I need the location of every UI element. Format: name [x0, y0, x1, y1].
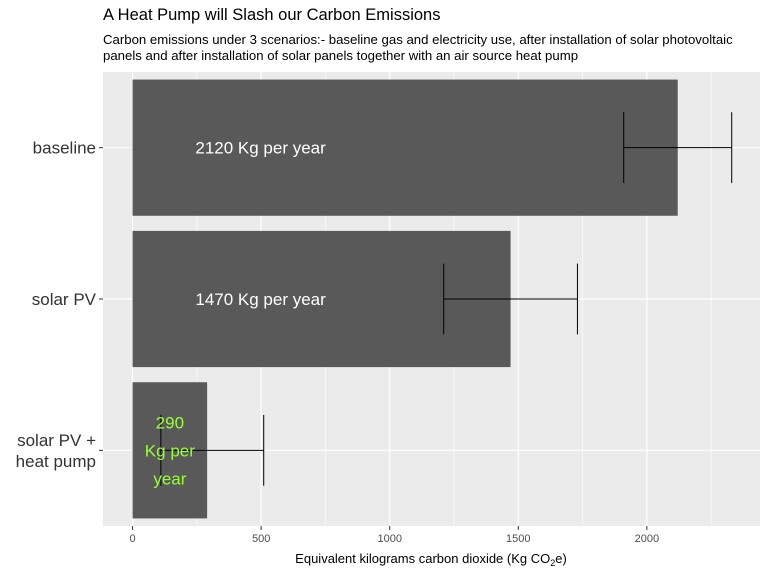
category-label: baseline — [33, 139, 96, 158]
x-tick-label: 2000 — [635, 533, 659, 545]
x-axis-title: Equivalent kilograms carbon dioxide (Kg … — [295, 551, 567, 568]
category-label: solar PV — [32, 290, 97, 309]
bar-label: 290 Kg per year — [145, 413, 195, 488]
x-tick-label: 0 — [130, 533, 136, 545]
category-label: solar PV + heat pump — [16, 431, 96, 471]
x-tick-label: 500 — [252, 533, 270, 545]
bar-label: 1470 Kg per year — [195, 290, 326, 309]
chart-title: A Heat Pump will Slash our Carbon Emissi… — [103, 6, 441, 24]
x-tick-label: 1500 — [506, 533, 530, 545]
bar-baseline — [132, 79, 678, 216]
x-tick-label: 1000 — [377, 533, 401, 545]
bar-label: 2120 Kg per year — [195, 139, 326, 158]
chart-subtitle: Carbon emissions under 3 scenarios:- bas… — [103, 32, 733, 63]
